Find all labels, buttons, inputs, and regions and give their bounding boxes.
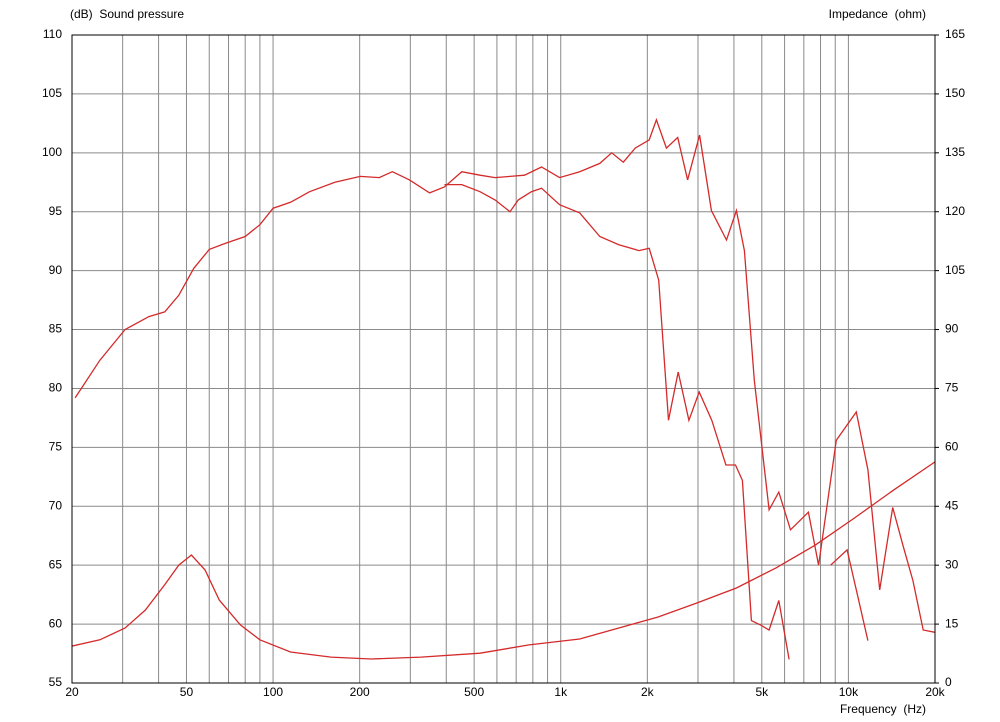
- x-tick-label: 200: [350, 685, 370, 699]
- y2-tick-label: 45: [945, 498, 959, 512]
- y-tick-label: 75: [49, 440, 63, 454]
- y2-tick-label: 120: [945, 204, 965, 218]
- x-tick-label: 50: [180, 685, 194, 699]
- plot-frame: [71, 34, 936, 684]
- x-tick-label: 20: [65, 685, 79, 699]
- y-axis-label: (dB) Sound pressure: [70, 7, 184, 21]
- response-line: [74, 117, 935, 633]
- response-line: [72, 461, 935, 660]
- y2-tick-label: 165: [945, 27, 965, 41]
- y2-tick-label: 105: [945, 263, 965, 277]
- x-tick-label: 1k: [554, 685, 568, 699]
- y-tick-label: 110: [43, 27, 62, 41]
- y2-axis-label: Impedance (ohm): [829, 7, 926, 21]
- y-tick-label: 60: [49, 616, 63, 630]
- y2-tick-label: 15: [945, 616, 959, 630]
- y-tick-label: 80: [49, 381, 63, 395]
- x-axis-label: Frequency (Hz): [840, 702, 926, 716]
- y-tick-label: 90: [49, 263, 63, 277]
- y-tick-label: 85: [49, 322, 63, 336]
- x-tick-label: 20k: [925, 685, 945, 699]
- y2-tick-label: 0: [945, 675, 952, 689]
- y-tick-label: 65: [49, 557, 63, 571]
- y-tick-label: 55: [49, 675, 63, 689]
- y2-tick-label: 75: [945, 381, 959, 395]
- response-line: [444, 183, 869, 660]
- x-tick-label: 100: [263, 685, 283, 699]
- y-tick-label: 70: [49, 498, 63, 512]
- y2-tick-label: 60: [945, 440, 959, 454]
- y-tick-label: 95: [49, 204, 63, 218]
- y2-tick-label: 150: [945, 86, 965, 100]
- y2-tick-label: 135: [945, 145, 965, 159]
- y-tick-label: 100: [42, 145, 62, 159]
- y-tick-label: 105: [42, 86, 62, 100]
- x-tick-label: 500: [464, 685, 484, 699]
- x-tick-label: 5k: [755, 685, 769, 699]
- x-tick-label: 10k: [839, 685, 859, 699]
- y2-tick-label: 90: [945, 322, 959, 336]
- x-tick-label: 2k: [641, 685, 655, 699]
- y2-tick-label: 30: [945, 557, 959, 571]
